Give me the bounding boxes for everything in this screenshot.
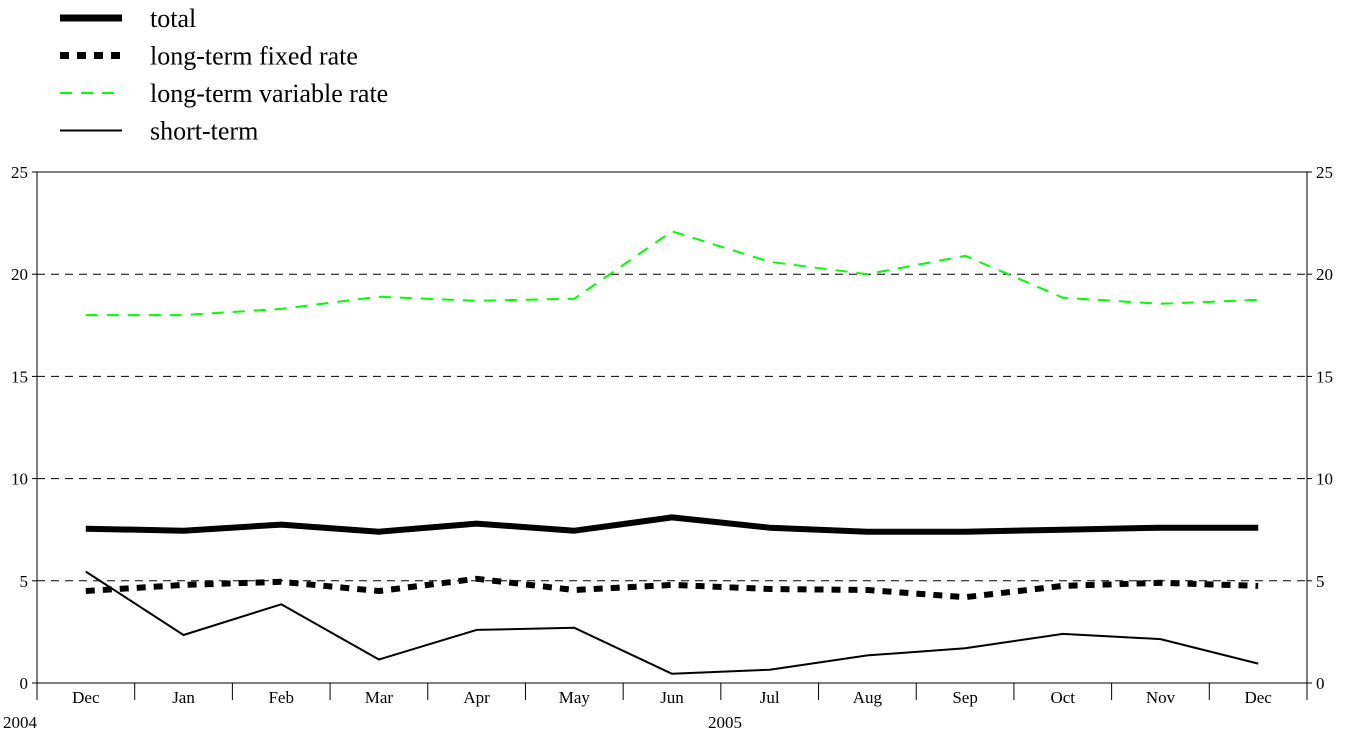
- year-label: 2005: [708, 713, 742, 731]
- x-tick-label: Jul: [760, 688, 780, 707]
- series-line-short-term: [85, 570, 1259, 675]
- legend-label: long-term fixed rate: [150, 42, 358, 71]
- x-tick-label: Sep: [952, 688, 978, 707]
- x-tick-label: Dec: [1244, 688, 1272, 707]
- year-label: 2004: [3, 713, 38, 731]
- x-tick-label: Nov: [1146, 688, 1176, 707]
- plot-frame: [36, 171, 1308, 684]
- x-tick-label: Jun: [660, 688, 684, 707]
- x-tick-label: Mar: [365, 688, 394, 707]
- x-tick-label: Jan: [172, 688, 195, 707]
- x-tick-label: Aug: [853, 688, 883, 707]
- y-tick-label-right: 15: [1316, 367, 1333, 386]
- series-line-total: [85, 514, 1259, 535]
- y-tick-label-left: 10: [11, 470, 28, 489]
- x-tick-label: Oct: [1050, 688, 1075, 707]
- y-tick-label-left: 15: [11, 367, 28, 386]
- legend-label: short-term: [150, 117, 258, 146]
- y-tick-label-right: 20: [1316, 265, 1333, 284]
- legend-label: long-term variable rate: [150, 79, 388, 108]
- tick-labels: 0 0 5 5 10 10 15 15 20 20 25 25 Dec Jan Feb Mar Apr May Ju…: [3, 163, 1333, 731]
- y-tick-label-left: 0: [20, 674, 29, 693]
- y-tick-label-left: 5: [20, 572, 29, 591]
- series-line-long-term-variable-rate: [85, 230, 1259, 317]
- x-tick-label: May: [559, 688, 591, 707]
- x-tick-label: Apr: [463, 688, 490, 707]
- axes: [32, 171, 1312, 700]
- y-tick-label-right: 0: [1316, 674, 1325, 693]
- series-lines: [85, 230, 1259, 675]
- x-tick-label: Dec: [72, 688, 100, 707]
- legend-label: total: [150, 4, 196, 33]
- legend: total long-term fixed rate long-term varia…: [60, 4, 388, 146]
- series-line-long-term-fixed-rate: [85, 575, 1259, 601]
- y-tick-label-right: 25: [1316, 163, 1333, 182]
- y-tick-label-right: 5: [1316, 572, 1325, 591]
- y-tick-label-right: 10: [1316, 470, 1333, 489]
- y-tick-label-left: 20: [11, 265, 28, 284]
- y-tick-label-left: 25: [11, 163, 28, 182]
- x-tick-label: Feb: [268, 688, 294, 707]
- grid-lines: [37, 273, 1307, 582]
